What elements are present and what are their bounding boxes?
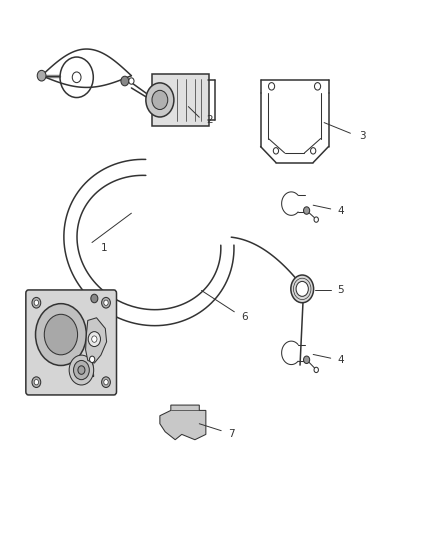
Text: 3: 3 xyxy=(359,131,366,141)
Circle shape xyxy=(35,304,86,366)
Circle shape xyxy=(69,355,94,385)
Text: 7: 7 xyxy=(228,430,234,439)
Circle shape xyxy=(78,366,85,374)
Circle shape xyxy=(314,367,318,373)
Circle shape xyxy=(314,217,318,222)
Polygon shape xyxy=(85,318,106,363)
Text: 4: 4 xyxy=(337,355,344,365)
Circle shape xyxy=(146,83,174,117)
Text: 4: 4 xyxy=(337,206,344,215)
Circle shape xyxy=(314,83,321,90)
Circle shape xyxy=(273,148,279,154)
Circle shape xyxy=(92,336,97,342)
Text: 5: 5 xyxy=(337,286,344,295)
Circle shape xyxy=(311,148,316,154)
Circle shape xyxy=(296,281,308,296)
Circle shape xyxy=(44,314,78,355)
Circle shape xyxy=(91,294,98,303)
Circle shape xyxy=(88,332,100,346)
Circle shape xyxy=(32,297,41,308)
Circle shape xyxy=(304,356,310,364)
Circle shape xyxy=(152,90,168,110)
Circle shape xyxy=(34,379,39,385)
Circle shape xyxy=(72,72,81,83)
Circle shape xyxy=(32,377,41,387)
Circle shape xyxy=(37,70,46,81)
FancyBboxPatch shape xyxy=(152,74,209,126)
Circle shape xyxy=(74,360,89,379)
Text: 6: 6 xyxy=(241,312,247,322)
Circle shape xyxy=(102,297,110,308)
Polygon shape xyxy=(160,405,206,440)
Circle shape xyxy=(104,300,108,305)
Circle shape xyxy=(104,379,108,385)
Circle shape xyxy=(34,300,39,305)
Circle shape xyxy=(129,78,134,84)
Text: 2: 2 xyxy=(206,115,212,125)
Circle shape xyxy=(102,377,110,387)
FancyBboxPatch shape xyxy=(26,290,117,395)
Circle shape xyxy=(291,275,314,303)
Text: 1: 1 xyxy=(101,243,107,253)
Circle shape xyxy=(304,207,310,214)
Circle shape xyxy=(268,83,275,90)
Circle shape xyxy=(89,356,95,362)
Circle shape xyxy=(121,76,129,86)
